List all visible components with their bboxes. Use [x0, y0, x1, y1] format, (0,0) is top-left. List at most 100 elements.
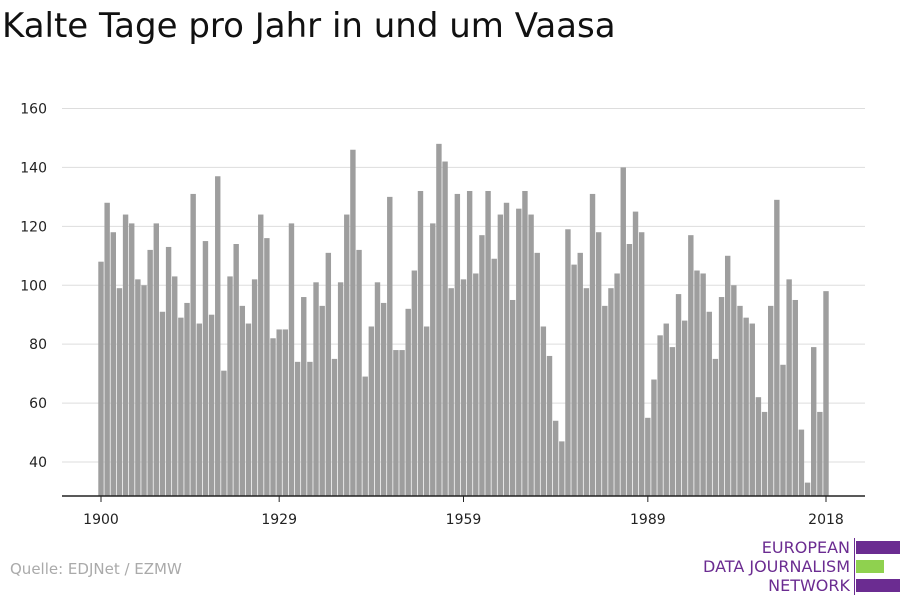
bar-2002 — [724, 255, 731, 496]
bar-1961 — [473, 273, 479, 496]
bar-1902 — [110, 232, 116, 496]
bar-2009 — [768, 305, 774, 496]
bar-1948 — [393, 350, 399, 496]
bar-1950 — [405, 308, 411, 496]
bar-1919 — [215, 176, 221, 497]
bar-1973 — [546, 355, 553, 496]
y-tick-label: 100 — [20, 278, 47, 294]
bar-1921 — [227, 276, 233, 496]
bar-1974 — [552, 420, 559, 496]
bar-1979 — [583, 288, 590, 496]
bar-1941 — [350, 149, 356, 496]
bar-1930 — [282, 329, 289, 496]
bar-1996 — [688, 235, 694, 496]
bar-1960 — [466, 190, 473, 496]
bar-1937 — [325, 252, 332, 496]
bar-1972 — [540, 326, 547, 496]
bar-1988 — [638, 232, 645, 496]
bar-1968 — [516, 208, 522, 497]
chart-title: Kalte Tage pro Jahr in und um Vaasa — [2, 6, 616, 46]
bar-1907 — [141, 285, 147, 496]
bar-2016 — [811, 347, 817, 496]
bar-1984 — [614, 273, 620, 496]
bar-1920 — [221, 370, 227, 496]
x-tick-label: 2018 — [808, 512, 844, 528]
bar-1994 — [675, 294, 682, 496]
bar-1995 — [681, 320, 688, 496]
bar-1910 — [159, 311, 166, 496]
bar-2004 — [737, 305, 743, 496]
bar-1945 — [374, 282, 381, 496]
logo-bar-bottom — [856, 579, 900, 592]
bar-1915 — [190, 193, 196, 496]
bar-1999 — [706, 311, 712, 496]
bar-1942 — [356, 249, 362, 496]
bar-1929 — [276, 329, 282, 496]
bar-2012 — [786, 279, 792, 496]
logo-line-european: EUROPEAN — [761, 538, 850, 557]
bar-1989 — [645, 417, 651, 496]
bar-1997 — [694, 270, 700, 496]
bar-2014 — [798, 429, 805, 496]
bar-1982 — [602, 305, 608, 496]
x-tick-label: 1929 — [261, 512, 297, 528]
bar-1900 — [98, 261, 104, 496]
bar-1931 — [288, 223, 295, 496]
bar-2007 — [755, 397, 762, 496]
y-tick-label: 160 — [20, 102, 47, 118]
bar-1969 — [522, 190, 528, 496]
bar-1927 — [264, 238, 270, 496]
bar-1964 — [491, 258, 497, 496]
bar-1926 — [258, 214, 264, 497]
bar-1912 — [172, 276, 178, 496]
bar-1908 — [147, 249, 153, 496]
bar-1918 — [208, 314, 215, 496]
bar-1913 — [178, 317, 184, 496]
bar-1967 — [509, 299, 516, 496]
bar-1946 — [380, 302, 387, 496]
bar-1944 — [368, 326, 375, 496]
bar-1934 — [307, 361, 313, 496]
bar-1991 — [657, 335, 663, 496]
bar-1986 — [626, 244, 633, 496]
bar-1943 — [362, 376, 368, 496]
bar-1978 — [577, 252, 583, 496]
logo-line-data-journalism: DATA JOURNALISM — [703, 557, 850, 576]
bar-1998 — [700, 273, 706, 496]
bar-1925 — [251, 279, 258, 496]
bars — [98, 143, 829, 497]
bar-1980 — [589, 193, 596, 496]
bar-1906 — [135, 279, 141, 496]
bar-1905 — [129, 223, 135, 496]
bar-2006 — [749, 323, 755, 496]
bar-1954 — [430, 223, 436, 496]
bar-1909 — [153, 223, 159, 496]
bar-1923 — [239, 305, 246, 496]
x-tick-label: 1989 — [630, 512, 666, 528]
bar-1911 — [165, 246, 172, 496]
bar-1983 — [608, 288, 614, 496]
bar-1977 — [571, 264, 577, 496]
bar-1971 — [534, 252, 540, 496]
bar-1924 — [245, 323, 252, 496]
bar-1981 — [595, 232, 602, 496]
bar-1992 — [663, 323, 669, 496]
bar-2010 — [774, 199, 780, 496]
bar-2015 — [804, 482, 811, 496]
bar-1903 — [116, 288, 123, 496]
x-tick-label: 1959 — [446, 512, 482, 528]
bar-2018 — [823, 291, 829, 496]
bar-2008 — [761, 411, 768, 496]
logo-bar-top — [856, 541, 900, 554]
bar-1922 — [233, 244, 239, 496]
bar-1939 — [337, 282, 344, 496]
bar-1928 — [270, 338, 276, 496]
bar-1966 — [503, 202, 510, 496]
bar-1975 — [559, 441, 565, 496]
bar-1936 — [319, 305, 325, 496]
bar-1985 — [620, 167, 626, 496]
y-tick-label: 80 — [29, 337, 47, 353]
y-tick-label: 140 — [20, 160, 47, 176]
